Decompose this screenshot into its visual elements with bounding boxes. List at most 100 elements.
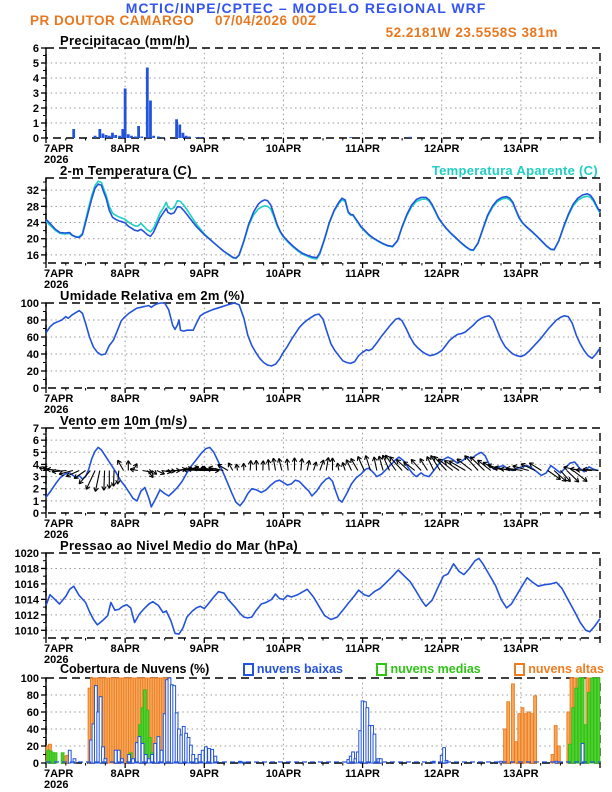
svg-text:7APR: 7APR	[44, 143, 73, 155]
svg-text:9APR: 9APR	[190, 518, 219, 530]
svg-text:2026: 2026	[44, 529, 68, 541]
panel-title-precipitation: Precipitacao (mm/h)	[60, 33, 190, 48]
mid-clouds-swatch-icon	[376, 662, 388, 676]
svg-text:16: 16	[27, 250, 39, 262]
panel-title-humidity: Umidade Relativa em 2m (%)	[60, 288, 245, 303]
svg-text:3: 3	[33, 472, 39, 484]
svg-text:9APR: 9APR	[190, 268, 219, 280]
svg-text:6: 6	[33, 435, 39, 447]
svg-text:10APR: 10APR	[266, 643, 302, 655]
svg-text:9APR: 9APR	[190, 143, 219, 155]
panel-title-pressure: Pressao ao Nivel Medio do Mar (hPa)	[60, 538, 299, 553]
svg-text:2: 2	[33, 484, 39, 496]
svg-text:1012: 1012	[15, 610, 39, 622]
svg-text:11APR: 11APR	[345, 393, 380, 405]
panel-title-cloud-cover: Cobertura de Nuvens (%)	[60, 662, 210, 676]
svg-text:7APR: 7APR	[44, 643, 73, 655]
svg-text:100: 100	[21, 298, 39, 310]
svg-text:10APR: 10APR	[266, 393, 302, 405]
svg-text:12APR: 12APR	[424, 518, 460, 530]
svg-text:20: 20	[27, 234, 39, 246]
legend-item-low-clouds: nuvens baixas	[242, 662, 343, 676]
svg-text:11APR: 11APR	[345, 268, 380, 280]
svg-text:0: 0	[33, 133, 39, 145]
svg-text:13APR: 13APR	[503, 518, 539, 530]
svg-text:2026: 2026	[44, 404, 68, 416]
svg-text:2026: 2026	[44, 279, 68, 291]
svg-text:9APR: 9APR	[190, 768, 219, 780]
svg-text:8APR: 8APR	[110, 518, 139, 530]
svg-text:12APR: 12APR	[424, 143, 460, 155]
svg-text:1016: 1016	[15, 579, 39, 591]
svg-text:0: 0	[33, 508, 39, 520]
svg-text:1: 1	[33, 118, 39, 130]
high-clouds-swatch-icon	[514, 662, 526, 676]
panel-0-axis-labels: 0 1 2 3 4 5 6 7APR 8APR 9APR 10APR 11APR 12APR 13APR 2…	[33, 43, 601, 166]
svg-text:6: 6	[33, 43, 39, 55]
svg-text:12APR: 12APR	[424, 268, 460, 280]
svg-text:8APR: 8APR	[110, 268, 139, 280]
svg-text:11APR: 11APR	[345, 143, 380, 155]
svg-text:12APR: 12APR	[424, 768, 460, 780]
svg-text:5: 5	[33, 58, 39, 70]
svg-text:2026: 2026	[44, 154, 68, 166]
svg-text:12APR: 12APR	[424, 393, 460, 405]
station-coordinates: 52.2181W 23.5558S 381m	[385, 25, 558, 40]
panel-4: 1010 1012 1014 1016 1018 1020 7APR 8APR 9APR 10AP…	[15, 548, 601, 666]
svg-text:12APR: 12APR	[424, 643, 460, 655]
legend-item-mid-clouds: nuvens medias	[376, 662, 481, 676]
svg-text:5: 5	[33, 447, 39, 459]
panel-title-apparent-temperature: Temperatura Aparente (C)	[431, 163, 598, 178]
svg-text:7APR: 7APR	[44, 768, 73, 780]
model-title: MCTIC/INPE/CPTEC – MODELO REGIONAL WRF	[125, 0, 487, 16]
svg-text:1018: 1018	[15, 563, 39, 575]
panel-5-axis-labels: 0 20 40 60 80 100 7APR 8APR 9APR 10APR 11APR 12APR 1…	[21, 673, 601, 791]
svg-text:10APR: 10APR	[266, 143, 302, 155]
panel-4-series	[45, 557, 601, 635]
svg-text:8APR: 8APR	[110, 643, 139, 655]
run-datetime: 07/04/2026 00Z	[215, 13, 317, 28]
panel-5-series	[45, 677, 601, 764]
svg-text:0: 0	[33, 758, 39, 770]
svg-text:8APR: 8APR	[110, 393, 139, 405]
svg-text:80: 80	[27, 690, 39, 702]
svg-text:13APR: 13APR	[503, 768, 539, 780]
panel-title-temperature: 2-m Temperatura (C)	[60, 163, 192, 178]
panel-1-series	[45, 180, 601, 260]
svg-text:7APR: 7APR	[44, 518, 73, 530]
svg-text:2: 2	[33, 103, 39, 115]
svg-text:3: 3	[33, 88, 39, 100]
svg-text:100: 100	[21, 673, 39, 685]
panel-5: 0 20 40 60 80 100 7APR 8APR 9APR 10APR 11APR 12APR 1…	[21, 673, 601, 791]
panel-2: 0 20 40 60 80 100 7APR 8APR 9APR 10APR 11APR 12APR 1…	[21, 298, 601, 416]
svg-text:11APR: 11APR	[345, 768, 380, 780]
svg-text:60: 60	[27, 707, 39, 719]
svg-text:28: 28	[27, 201, 39, 213]
svg-text:7APR: 7APR	[44, 268, 73, 280]
svg-text:13APR: 13APR	[503, 643, 539, 655]
legend-item-high-clouds: nuvens altas	[514, 662, 604, 676]
svg-text:20: 20	[27, 366, 39, 378]
svg-text:24: 24	[27, 218, 40, 230]
svg-text:80: 80	[27, 315, 39, 327]
panel-title-wind: Vento em 10m (m/s)	[60, 413, 188, 428]
panel-3-series	[38, 446, 599, 508]
panel-1: 16 20 24 28 32 7APR 8APR 9APR 10APR 11APR 12APR 13A…	[27, 177, 601, 291]
cloud-legend-row: Cobertura de Nuvens (%) nuvens baixas nu…	[60, 662, 604, 676]
svg-text:10APR: 10APR	[266, 518, 302, 530]
svg-text:60: 60	[27, 332, 39, 344]
panel-2-axis-labels: 0 20 40 60 80 100 7APR 8APR 9APR 10APR 11APR 12APR 1…	[21, 298, 601, 416]
svg-text:2026: 2026	[44, 654, 68, 666]
svg-text:7: 7	[33, 423, 39, 435]
svg-text:10APR: 10APR	[266, 268, 302, 280]
legend-label-mid-clouds: nuvens medias	[390, 662, 481, 676]
svg-text:1014: 1014	[15, 594, 40, 606]
svg-text:0: 0	[33, 383, 39, 395]
svg-text:40: 40	[27, 349, 39, 361]
svg-text:1010: 1010	[15, 625, 39, 637]
svg-text:13APR: 13APR	[503, 143, 539, 155]
svg-text:8APR: 8APR	[110, 768, 139, 780]
